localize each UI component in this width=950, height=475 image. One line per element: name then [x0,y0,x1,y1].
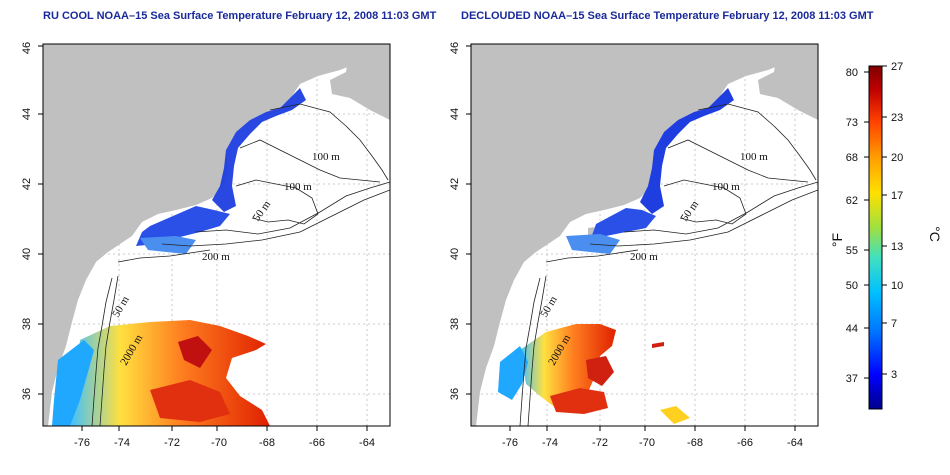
left-contour-label-100m-b: 100 m [284,181,312,193]
right-x-tick: -70 [639,437,655,449]
left-y-tick: 36 [21,388,33,400]
left-x-tick: -72 [164,437,180,449]
right-x-tick: -68 [687,437,703,449]
colorbar-fahrenheit-label: °F [829,233,845,247]
left-y-tick: 40 [21,248,33,260]
left-y-tick: 38 [21,318,33,330]
colorbar-f-tick: 68 [846,152,858,164]
colorbar-f-tick: 50 [846,280,858,292]
right-y-tick: 36 [449,388,461,400]
colorbar-c-tick: 23 [891,112,903,124]
right-contour-label-100m-a: 100 m [740,151,768,163]
colorbar-f-tick: 80 [846,67,858,79]
right-y-tick: 44 [449,108,461,120]
right-sst-gulf-stream [520,324,616,408]
right-panel-title: DECLOUDED NOAA–15 Sea Surface Temperatur… [461,10,874,22]
right-x-tick: -76 [502,437,518,449]
left-bathymetry-contours [91,103,390,426]
colorbar-c-tick: 3 [891,369,897,381]
right-contour-label-100m-b: 100 m [712,181,740,193]
right-y-tick: 46 [449,42,461,54]
right-sst-gulf-of-maine [640,88,734,214]
left-panel-title: RU COOL NOAA–15 Sea Surface Temperature … [43,10,437,22]
left-contour-label-50m-b: 50 m [110,294,132,320]
colorbar-c-tick: 7 [891,318,897,330]
right-contour-label-50m-a: 50 m [679,198,702,224]
left-contour-label-100m-a: 100 m [312,151,340,163]
colorbar-c-tick: 17 [891,190,903,202]
right-land-mass [471,44,818,426]
left-contour-label-200m: 200 m [202,251,230,263]
right-x-tick: -64 [787,437,803,449]
right-x-tick: -72 [592,437,608,449]
left-y-tick: 44 [21,108,33,120]
left-y-tick: 42 [21,178,33,190]
right-contour-label-200m: 200 m [630,251,658,263]
colorbar-c-tick: 20 [891,152,903,164]
right-bathymetry-contours [519,103,818,426]
left-map-panel: 100 m 100 m 50 m 200 m 50 m 2000 m -76 -… [21,42,391,449]
colorbar-f-tick: 44 [846,323,858,335]
left-sst-gulf-of-maine [212,88,306,212]
colorbar-gradient [868,65,883,410]
left-x-tick: -66 [309,437,325,449]
colorbar-c-tick: 27 [891,61,903,73]
left-x-tick: -70 [211,437,227,449]
right-y-tick: 40 [449,248,461,260]
right-y-tick: 42 [449,178,461,190]
left-y-tick: 46 [21,42,33,54]
colorbar-f-tick: 73 [846,117,858,129]
right-contour-label-50m-b: 50 m [538,294,560,320]
colorbar-f-tick: 62 [846,195,858,207]
left-x-tick: -64 [359,437,375,449]
colorbar-celsius-label: °C [927,226,943,242]
right-map-panel: 100 m 100 m 50 m 200 m 50 m 2000 m -76 -… [449,42,819,449]
colorbar-c-tick: 10 [891,280,903,292]
left-x-tick: -74 [114,437,130,449]
colorbar-c-tick: 13 [891,241,903,253]
left-contour-label-50m-a: 50 m [251,198,274,224]
colorbar-f-tick: 55 [846,245,858,257]
left-x-tick: -76 [74,437,90,449]
right-x-tick: -66 [737,437,753,449]
colorbar-f-tick: 37 [846,373,858,385]
right-y-tick: 38 [449,318,461,330]
left-land-mass [43,44,390,426]
left-x-tick: -68 [259,437,275,449]
right-x-tick: -74 [542,437,558,449]
temperature-colorbar: 80 73 68 62 55 50 44 37 27 23 20 17 13 1… [829,61,943,410]
